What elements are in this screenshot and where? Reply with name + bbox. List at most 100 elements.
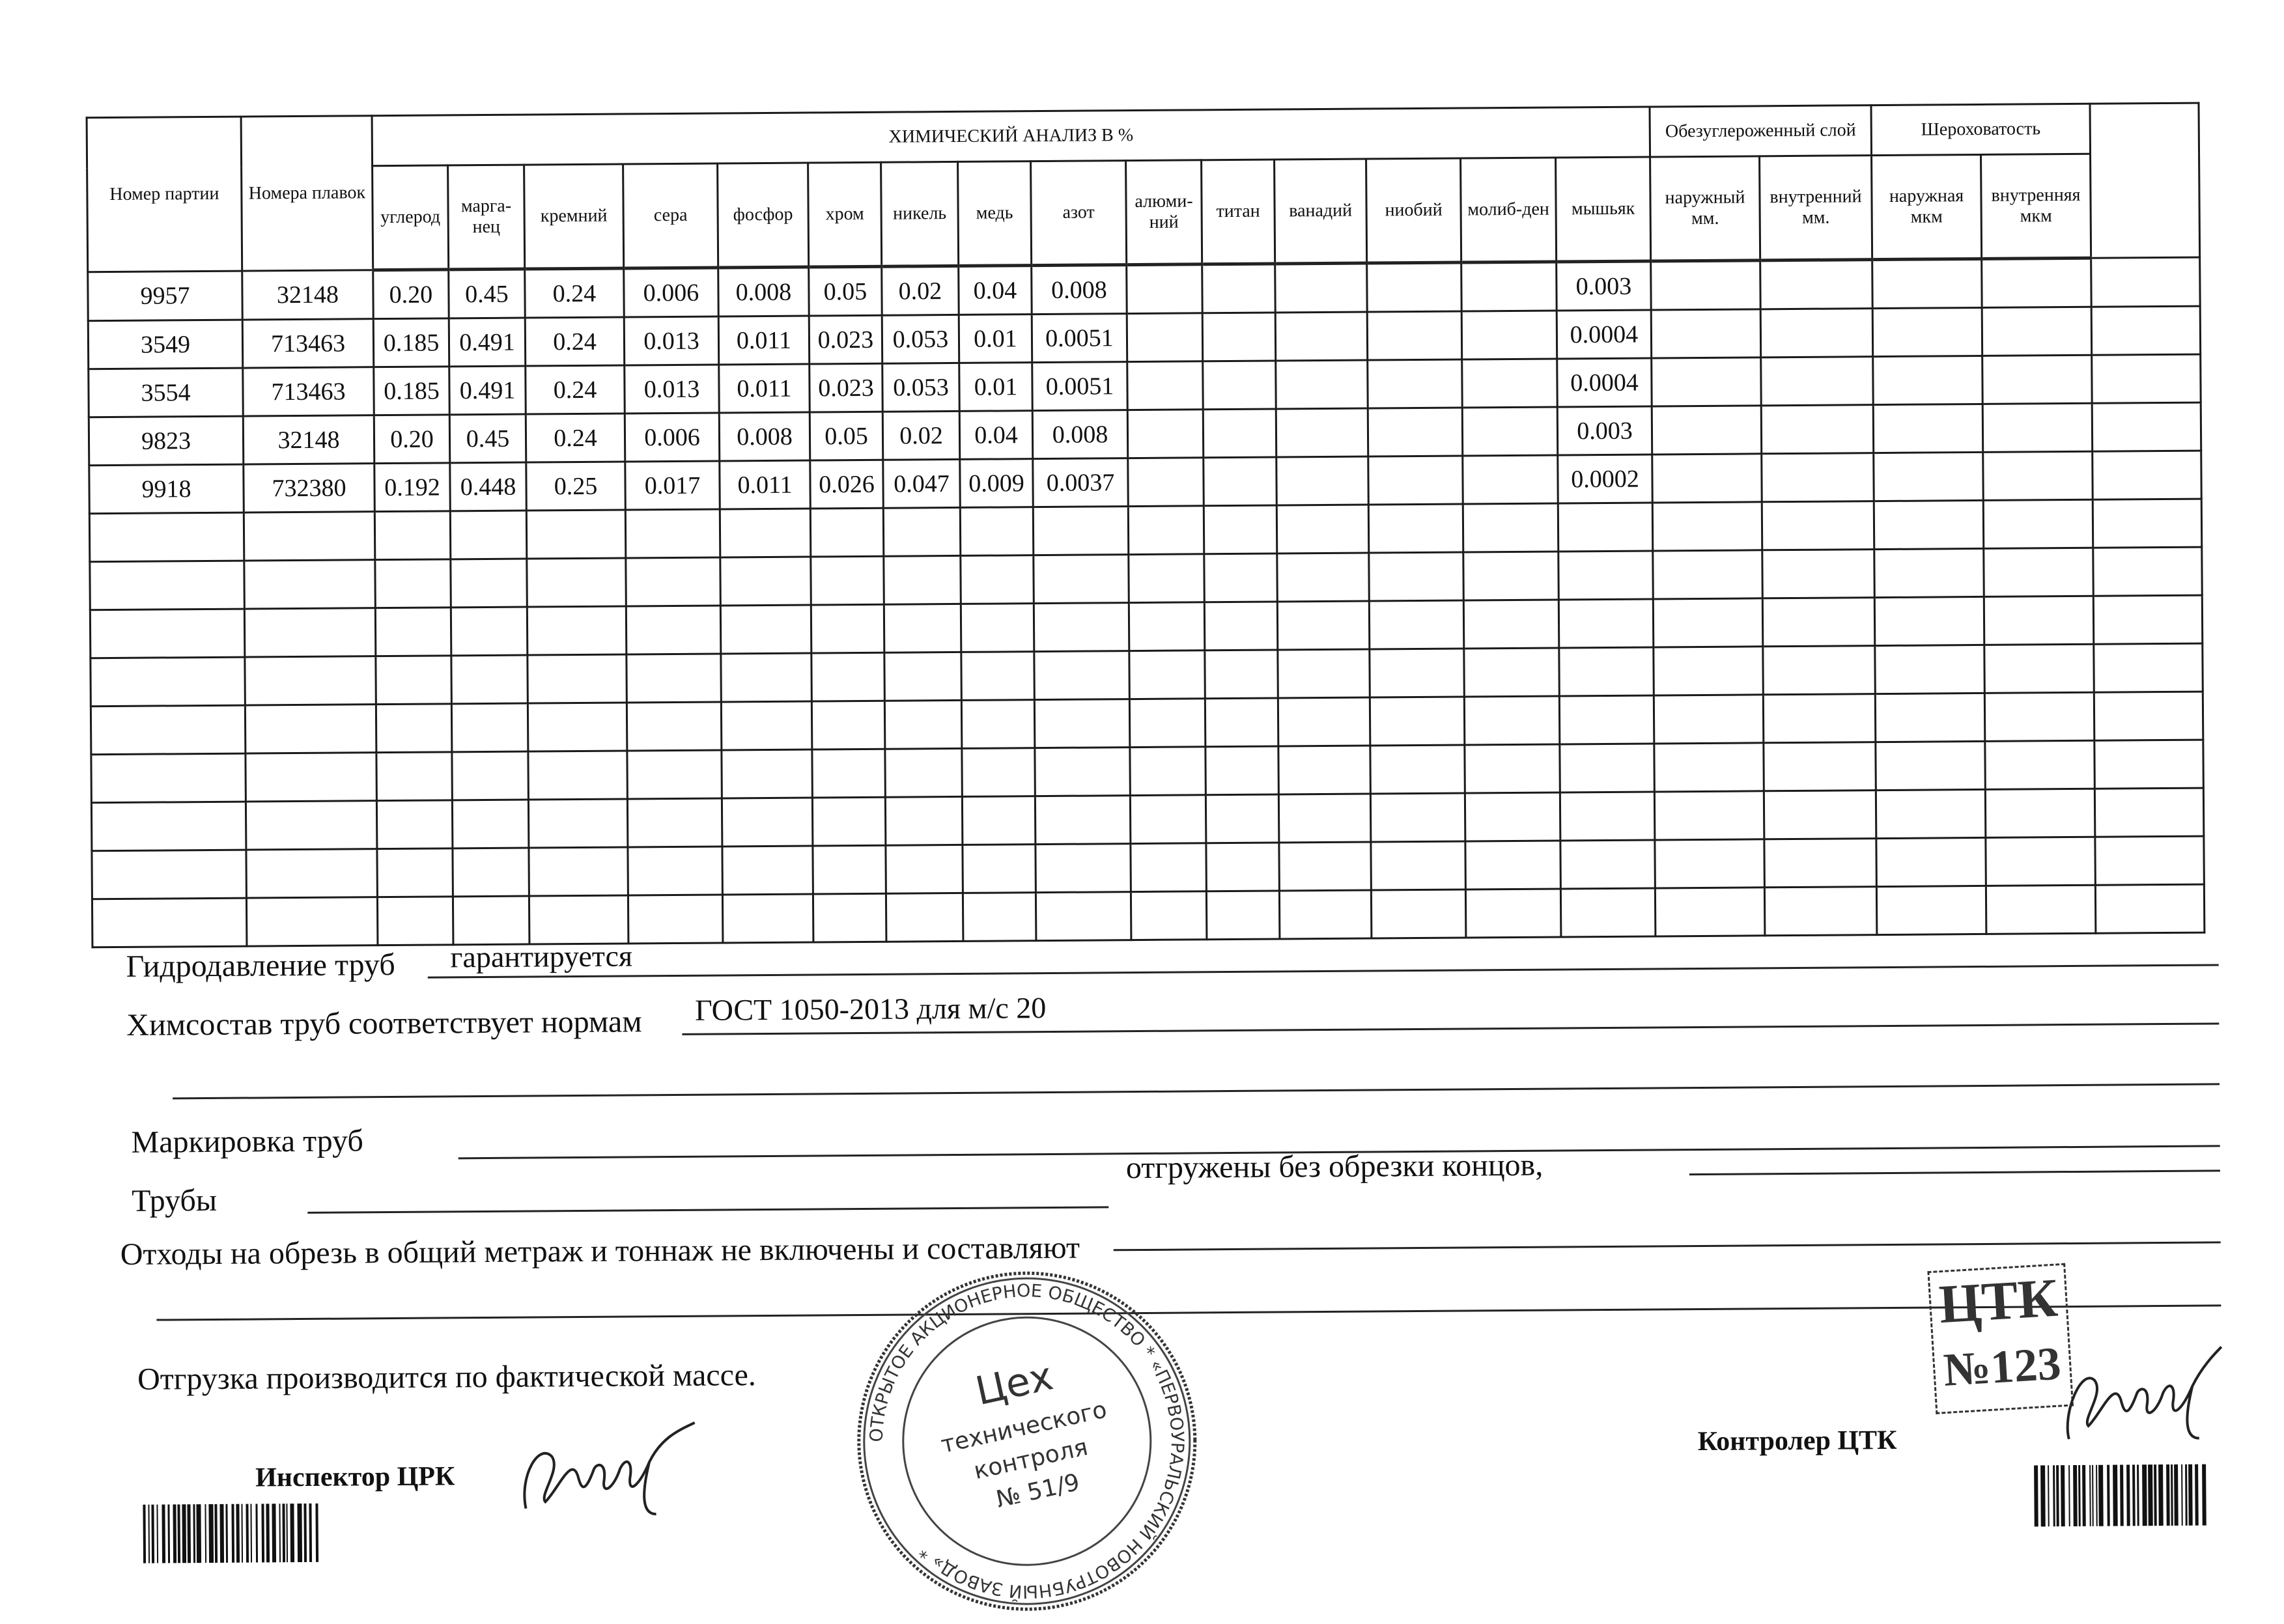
table-cell (376, 848, 453, 897)
table-cell (91, 802, 246, 851)
table-cell (1654, 791, 1764, 840)
table-cell (1655, 887, 1765, 936)
barcode-bar (2056, 1465, 2059, 1527)
marking-label: Маркировка труб (131, 1123, 364, 1160)
table-cell: 0.25 (526, 462, 626, 511)
header-chem-col: фосфор (717, 163, 809, 268)
table-cell (1653, 598, 1763, 647)
table-cell (1559, 695, 1654, 744)
table-cell (884, 748, 963, 798)
table-cell (1034, 747, 1131, 796)
table-cell (1558, 502, 1653, 552)
barcode-bar (2174, 1464, 2178, 1526)
barcode-bar (193, 1504, 196, 1563)
header-chem-col: хром (808, 162, 882, 268)
barcode-bar (219, 1504, 225, 1563)
table-cell (1129, 698, 1205, 748)
table-cell (1370, 793, 1465, 843)
table-cell (811, 604, 884, 654)
table-cell (1279, 890, 1372, 940)
table-cell (1874, 596, 1984, 646)
table-cell (1983, 548, 2094, 597)
header-decarb-col: наружный мм. (1650, 156, 1760, 262)
header-chem-col: азот (1030, 160, 1127, 266)
table-cell (1033, 554, 1129, 604)
table-cell (1462, 455, 1558, 505)
table-cell: 0.013 (624, 364, 720, 414)
table-cell (2094, 788, 2204, 837)
table-cell (246, 897, 378, 947)
table-cell (1981, 258, 2092, 308)
chem-value: ГОСТ 1050-2013 для м/с 20 (694, 991, 1047, 1027)
table-cell (91, 753, 246, 803)
table-cell (1205, 794, 1279, 843)
barcode-bar (148, 1504, 150, 1563)
table-cell (2092, 402, 2201, 452)
table-cell (376, 703, 452, 753)
table-cell (812, 845, 886, 895)
header-chem-col: молиб-ден (1460, 158, 1557, 263)
table-cell (810, 508, 884, 557)
table-cell (1983, 499, 2093, 549)
table-cell (1202, 361, 1276, 410)
table-cell: 0.006 (625, 412, 720, 462)
table-cell (1127, 409, 1204, 458)
header-decarb: Обезуглероженный слой (1650, 105, 1872, 158)
table-cell (1650, 260, 1761, 310)
table-cell (2093, 547, 2203, 596)
table-cell (883, 507, 961, 557)
table-cell (1278, 746, 1371, 795)
table-cell (1370, 745, 1465, 794)
table-cell (1876, 837, 1986, 887)
table-cell (1368, 552, 1464, 602)
table-cell (1278, 794, 1371, 843)
table-cell (2093, 499, 2202, 548)
table-cell (883, 555, 961, 605)
header-chem-col: сера (623, 163, 718, 269)
table-cell (625, 557, 721, 606)
blank-line (173, 1083, 2220, 1100)
table-cell (722, 894, 813, 943)
barcode-bar (2098, 1464, 2104, 1526)
pipes-suffix: отгружены без обрезки концов, (1125, 1147, 1544, 1186)
barcode-bar (177, 1504, 181, 1563)
table-cell (1762, 549, 1875, 598)
table-cell (451, 607, 528, 656)
table-cell (244, 656, 376, 706)
barcode-bar (2202, 1464, 2206, 1526)
table-cell: 0.011 (718, 316, 810, 365)
table-cell (90, 657, 246, 707)
table-cell: 0.0051 (1032, 313, 1127, 363)
table-cell (1276, 456, 1369, 506)
barcode-bar (2148, 1464, 2153, 1526)
table-cell (1034, 602, 1129, 652)
table-cell: 3549 (88, 320, 243, 369)
inspector-label: Инспектор ЦРК (255, 1461, 455, 1493)
table-cell (961, 651, 1035, 701)
table-cell: 0.023 (809, 363, 883, 413)
barcode-bar (2185, 1464, 2188, 1526)
table-cell (528, 847, 628, 897)
barcode-bar (2048, 1465, 2050, 1527)
table-cell: 3554 (88, 368, 244, 417)
header-partiya: Номер партии (87, 117, 242, 272)
barcode-bar (2166, 1464, 2170, 1526)
barcode-bar (241, 1504, 244, 1563)
table-cell (1129, 602, 1205, 651)
table-cell (1763, 742, 1876, 791)
table-cell (1873, 404, 1983, 453)
table-cell (1202, 313, 1276, 361)
table-cell (1367, 359, 1463, 409)
table-cell (1368, 408, 1463, 457)
table-cell (1982, 307, 2092, 356)
table-cell: 0.02 (881, 266, 959, 316)
table-cell (1654, 742, 1764, 792)
header-chem-col: марга-нец (447, 165, 525, 270)
table-cell (2091, 257, 2201, 307)
table-cell (1984, 644, 2094, 693)
table-cell: 32148 (242, 270, 374, 320)
table-cell: 0.192 (374, 462, 451, 512)
table-cell (1763, 693, 1876, 743)
barcode-bar (187, 1504, 191, 1563)
table-cell (451, 751, 529, 800)
